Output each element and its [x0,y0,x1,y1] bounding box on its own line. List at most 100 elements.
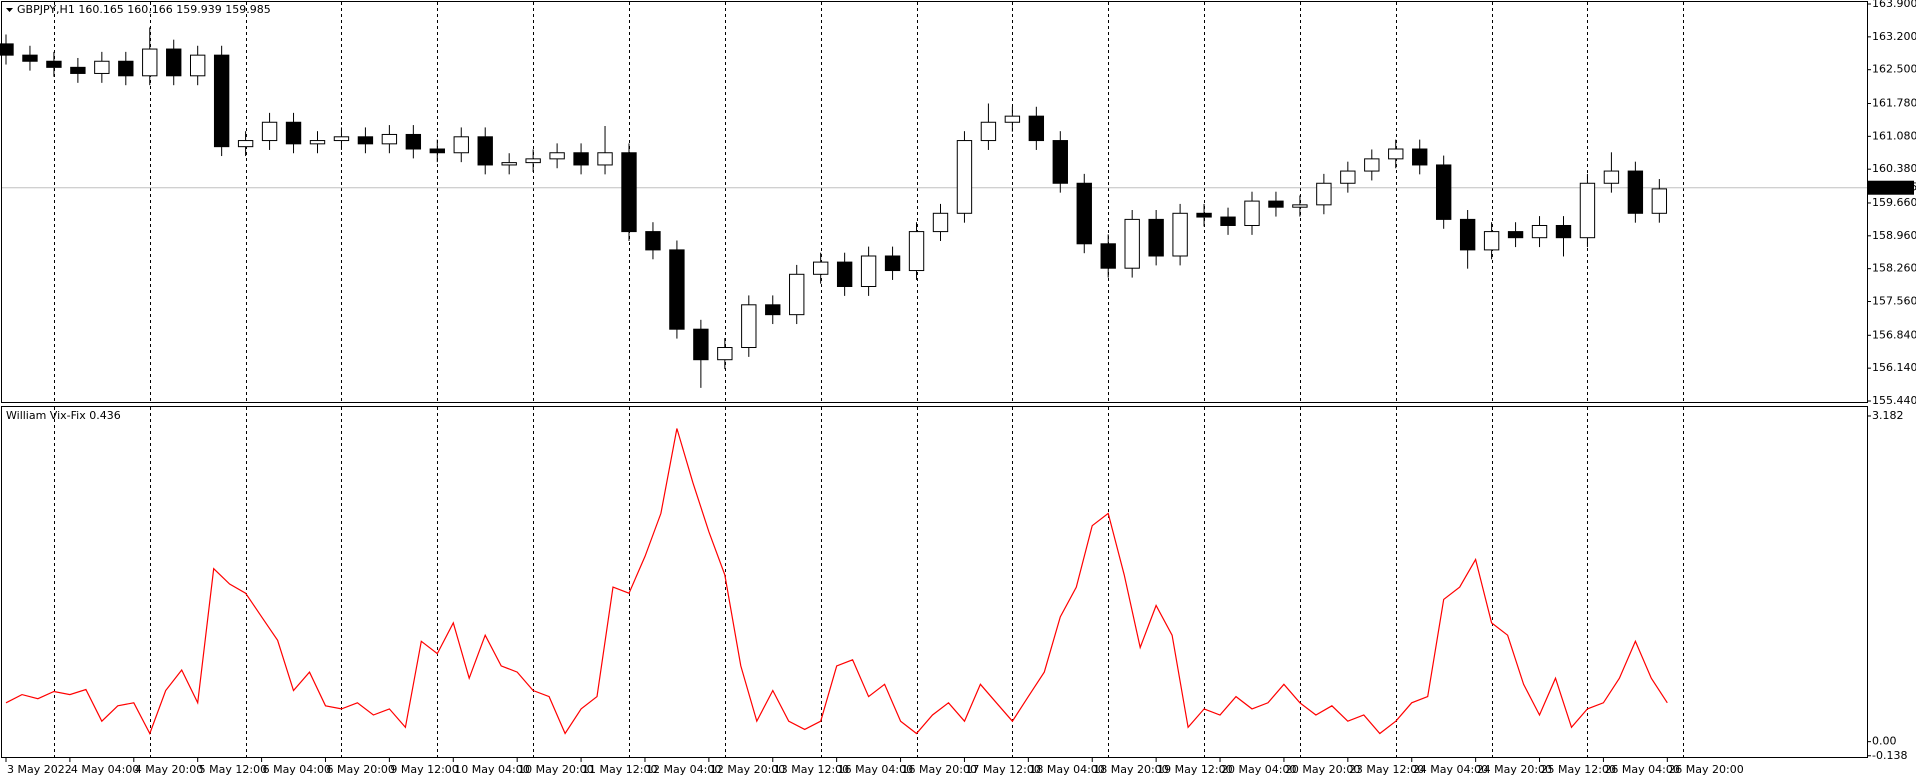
indicator-title: William Vix-Fix 0.436 [6,409,121,422]
x-tick-label: 13 May 12:00 [774,763,849,776]
x-tick-label: 6 May 20:00 [326,763,394,776]
x-tick-label: 12 May 04:00 [646,763,721,776]
candle-body [453,136,469,154]
x-tick-label: 9 May 12:00 [390,763,458,776]
y-tick-label: 159.660 [1872,196,1916,209]
candle-body [1172,212,1188,257]
candle-body [860,255,877,287]
candle-body [1316,182,1332,206]
candle-body [309,140,326,145]
x-tick-label: 10 May 20:00 [518,763,593,776]
x-tick-label: 19 May 12:00 [1157,763,1232,776]
chart-title: GBPJPY,H1 160.165 160.166 159.939 159.98… [17,3,271,16]
x-tick-label: 24 May 04:00 [1413,763,1488,776]
indicator-line [5,428,1668,735]
candle-body [765,304,781,316]
candle-body [717,347,733,361]
candle-body [932,212,949,233]
candle-body [429,148,445,154]
current-price-label: 159.985 [1872,181,1916,194]
y-tick-label: 163.200 [1872,30,1916,43]
y-tick-label: 158.960 [1872,229,1916,242]
y-tick-label: -0.138 [1872,749,1907,762]
candle-body [166,48,182,77]
y-tick-label: 161.780 [1872,96,1916,109]
candle-body [549,152,565,160]
x-tick-label: 4 May 20:00 [135,763,203,776]
x-tick-label: 25 May 12:00 [1541,763,1616,776]
x-tick-label: 20 May 04:00 [1221,763,1296,776]
candle-body [333,136,350,142]
candle-body [1244,200,1260,226]
candle-body [357,136,374,145]
y-tick-label: 156.840 [1872,328,1916,341]
y-tick-label: 162.500 [1872,63,1916,76]
indicator-panel-frame [1,406,1868,758]
candle-body [501,162,517,166]
candle-body [0,43,14,56]
candle-body [94,60,110,74]
candle-body [1507,231,1524,239]
x-tick-label: 18 May 20:00 [1093,763,1168,776]
x-tick-label: 20 May 20:00 [1285,763,1360,776]
candle-body [118,60,134,77]
candle-body [812,261,829,275]
candle-body [1340,170,1356,184]
current-price-box [1868,180,1914,195]
candle-body [1555,224,1572,239]
candle-body [1435,164,1452,220]
candle-body [1364,158,1380,172]
candle-body [1220,216,1236,226]
candle-body [1004,115,1021,123]
candle-body [1052,140,1068,184]
candle-body [1100,243,1116,269]
price-panel-frame [1,1,1868,403]
candle-body [525,158,541,164]
candle-body [1603,170,1620,184]
y-tick-label: 158.260 [1872,262,1916,275]
candle-body [1459,218,1476,251]
candle-body [381,133,398,145]
candle-body [1124,218,1140,269]
y-tick-label: 155.440 [1872,394,1916,407]
candle-body [621,152,637,233]
candle-body [573,152,589,166]
x-tick-label: 5 May 12:00 [199,763,267,776]
candle-body [1412,148,1428,166]
candle-body [836,261,853,287]
x-tick-label: 24 May 20:00 [1477,763,1552,776]
candle-body [597,152,613,166]
x-tick-label: 17 May 12:00 [965,763,1040,776]
candle-body [956,140,973,214]
y-tick-label: 160.380 [1872,162,1916,175]
candle-body [237,140,254,148]
candle-body [1196,212,1212,218]
candle-body [477,136,493,166]
candle-body [884,255,901,272]
candle-body [789,273,805,316]
candle-body [142,48,158,77]
candle-body [70,66,86,74]
candle-body [741,304,757,349]
y-tick-label: 163.900 [1872,0,1916,10]
x-tick-label: 26 May 20:00 [1668,763,1743,776]
candle-body [1292,204,1308,208]
y-tick-label: 3.182 [1872,409,1904,422]
x-tick-label: 23 May 12:00 [1349,763,1424,776]
y-tick-label: 0.00 [1872,735,1897,748]
x-tick-label: 16 May 20:00 [902,763,977,776]
x-tick-label: 3 May 2022 [7,763,72,776]
x-tick-label: 4 May 04:00 [71,763,139,776]
x-tick-label: 12 May 20:00 [710,763,785,776]
candle-body [1148,218,1164,257]
candle-body [1028,115,1045,142]
y-tick-label: 157.560 [1872,295,1916,308]
candle-body [1388,148,1404,160]
candle-body [1627,170,1644,214]
candle-body [1579,182,1596,239]
candle-body [22,54,38,62]
